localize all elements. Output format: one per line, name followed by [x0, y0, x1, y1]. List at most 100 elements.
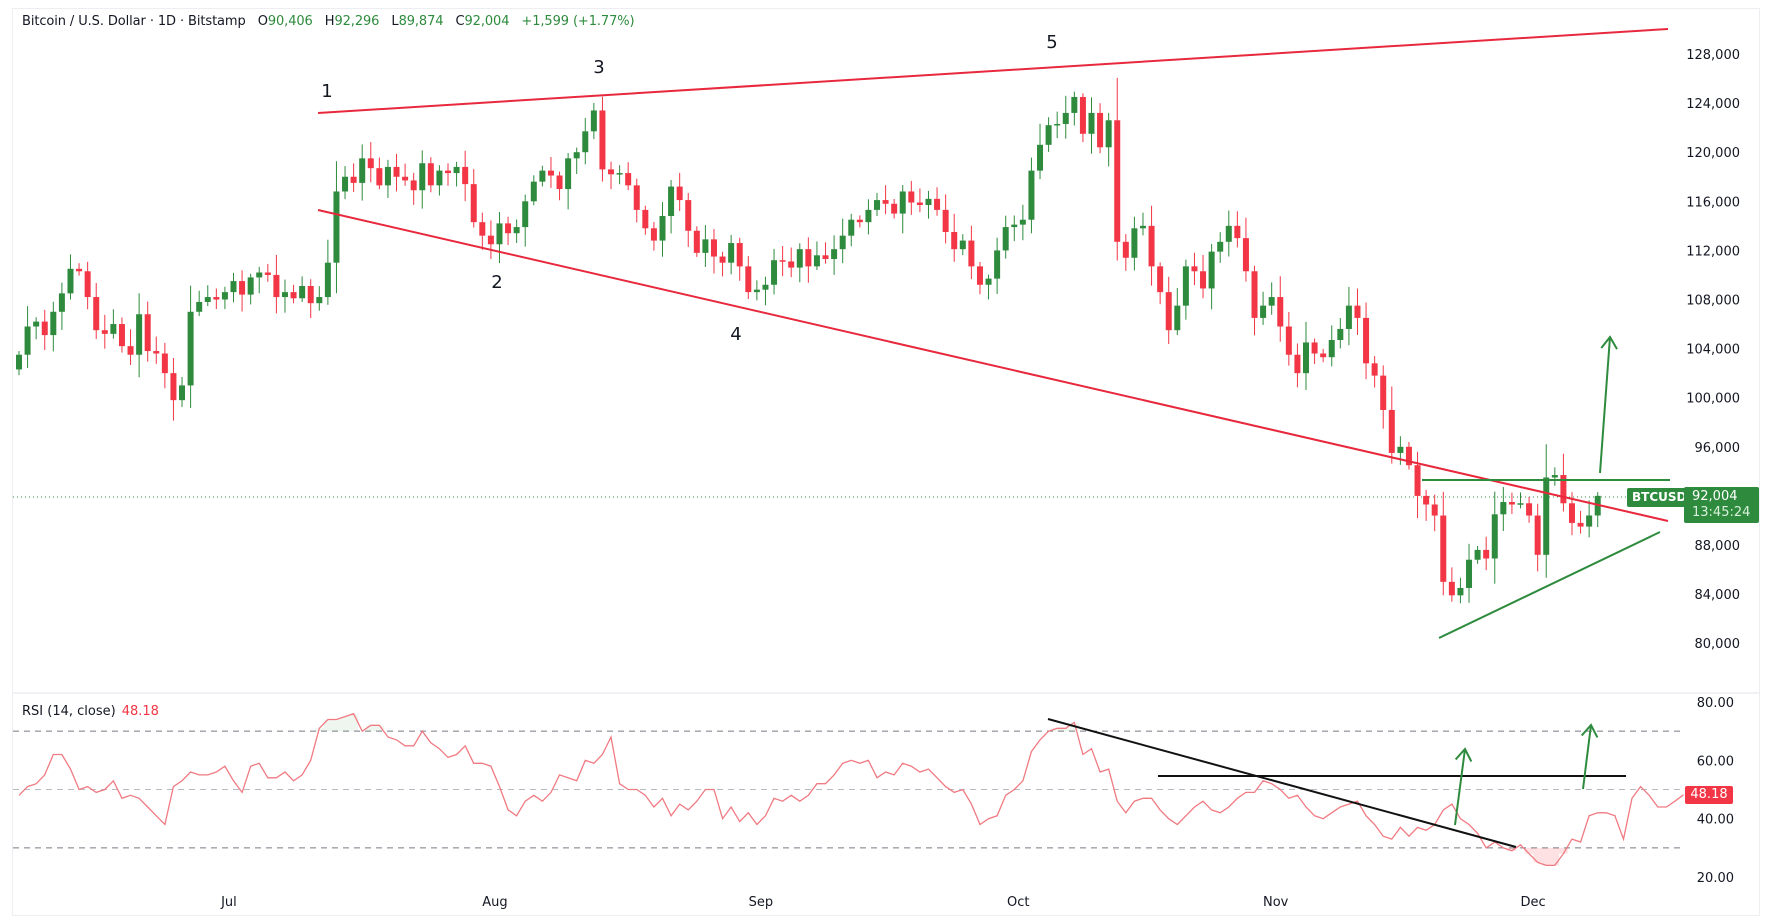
candle: [1260, 291, 1267, 325]
price-tick-label: 128,000: [1686, 48, 1740, 63]
time-axis[interactable]: Jul Aug Sep Oct Nov Dec: [220, 895, 1546, 910]
candle: [573, 147, 580, 174]
candle: [685, 192, 692, 248]
candle: [745, 256, 752, 299]
candle: [1105, 112, 1112, 167]
wave-label-2[interactable]: 2: [491, 272, 502, 293]
candle: [170, 358, 177, 421]
price-tick-label: 84,000: [1695, 588, 1741, 603]
price-tick-label: 124,000: [1686, 97, 1740, 112]
rsi-tick-label: 60.00: [1697, 754, 1734, 769]
wave-label-5[interactable]: 5: [1046, 32, 1057, 53]
price-tick-label: 108,000: [1686, 294, 1740, 309]
candle: [582, 117, 589, 165]
candle: [1011, 215, 1018, 242]
candle: [556, 171, 563, 201]
candle: [702, 225, 709, 267]
rsi-bands: [13, 730, 1682, 849]
candle: [719, 251, 726, 277]
candle: [1268, 282, 1275, 315]
candle: [101, 314, 108, 349]
candle: [445, 163, 451, 186]
rsi-tick-label: 20.00: [1697, 871, 1734, 886]
symbol-title[interactable]: Bitcoin / U.S. Dollar · 1D · Bitstamp: [22, 14, 246, 29]
last-price-value: 92,004: [1692, 489, 1738, 504]
candle: [1148, 205, 1155, 286]
candle: [264, 263, 271, 282]
candle: [908, 180, 915, 215]
candle: [316, 286, 323, 311]
candle: [1448, 567, 1455, 602]
candle: [41, 309, 48, 351]
candle: [968, 225, 975, 280]
price-tick-label: 96,000: [1695, 441, 1741, 456]
candle: [144, 301, 151, 362]
candle: [899, 185, 906, 234]
rsi-axis[interactable]: 80.00 60.00 40.00 20.00: [1697, 696, 1734, 886]
upper-wedge-line[interactable]: [317, 28, 1669, 114]
candle: [565, 153, 572, 210]
candle: [1208, 243, 1215, 310]
wave-label-1[interactable]: 1: [321, 81, 332, 102]
month-label: Jul: [220, 895, 237, 910]
candle: [659, 202, 666, 257]
candle: [788, 247, 795, 278]
candle: [1517, 492, 1524, 509]
price-tick-label: 116,000: [1686, 195, 1740, 210]
candle: [1508, 492, 1515, 514]
candle: [342, 166, 349, 200]
price-axis[interactable]: 128,000 124,000 120,000 116,000 112,000 108,0…: [1686, 48, 1740, 652]
candle: [1534, 503, 1541, 572]
candle: [1586, 500, 1593, 538]
symbol-legend[interactable]: Bitcoin / U.S. Dollar · 1D · Bitstamp O9…: [22, 14, 635, 29]
wave-label-4[interactable]: 4: [730, 324, 741, 345]
drawings[interactable]: 1 2 3 4 5: [317, 28, 1670, 848]
candle: [539, 165, 546, 187]
candle: [1500, 487, 1507, 531]
rsi-downtrend-line[interactable]: [1047, 718, 1517, 848]
candle: [187, 285, 194, 408]
candle: [1251, 265, 1258, 336]
candle: [436, 165, 443, 196]
candle: [608, 161, 615, 190]
candle: [393, 153, 400, 192]
candle: [976, 261, 983, 295]
candle: [779, 246, 786, 277]
candle: [427, 157, 434, 193]
candle: [256, 266, 263, 294]
lower-wedge-line[interactable]: [317, 209, 1669, 522]
candle: [1002, 215, 1009, 259]
rsi-title[interactable]: RSI (14, close): [22, 704, 116, 719]
triangle-support-line[interactable]: [1438, 531, 1661, 639]
symbol-price-badge: BTCUSD: [1627, 488, 1692, 507]
candle: [221, 286, 228, 310]
rsi-breakout-arrow-2[interactable]: [1580, 723, 1599, 790]
candle: [196, 290, 203, 317]
rsi-value-badge: 48.18: [1685, 786, 1733, 804]
candle: [693, 226, 700, 257]
candle: [891, 199, 898, 219]
price-breakout-arrow[interactable]: [1599, 335, 1618, 474]
candle: [1285, 311, 1292, 366]
candle: [1114, 77, 1121, 261]
candle: [530, 175, 537, 206]
candle: [1380, 365, 1387, 429]
candle: [1577, 510, 1584, 534]
close-value: 92,004: [464, 14, 510, 29]
candle: [1457, 577, 1464, 604]
candle: [822, 242, 829, 264]
wave-label-3[interactable]: 3: [593, 57, 604, 78]
candle: [419, 150, 426, 209]
candle: [153, 336, 160, 364]
rsi-breakout-arrow-1[interactable]: [1454, 747, 1473, 826]
low-value: 89,874: [398, 14, 444, 29]
rsi-legend[interactable]: RSI (14, close) 48.18: [22, 704, 159, 719]
candle: [934, 187, 941, 216]
month-label: Dec: [1521, 895, 1546, 910]
candle: [668, 180, 675, 234]
candle: [1320, 348, 1327, 363]
candle: [1200, 254, 1207, 299]
rsi-tick-label: 80.00: [1697, 696, 1734, 711]
candle: [1363, 302, 1370, 380]
